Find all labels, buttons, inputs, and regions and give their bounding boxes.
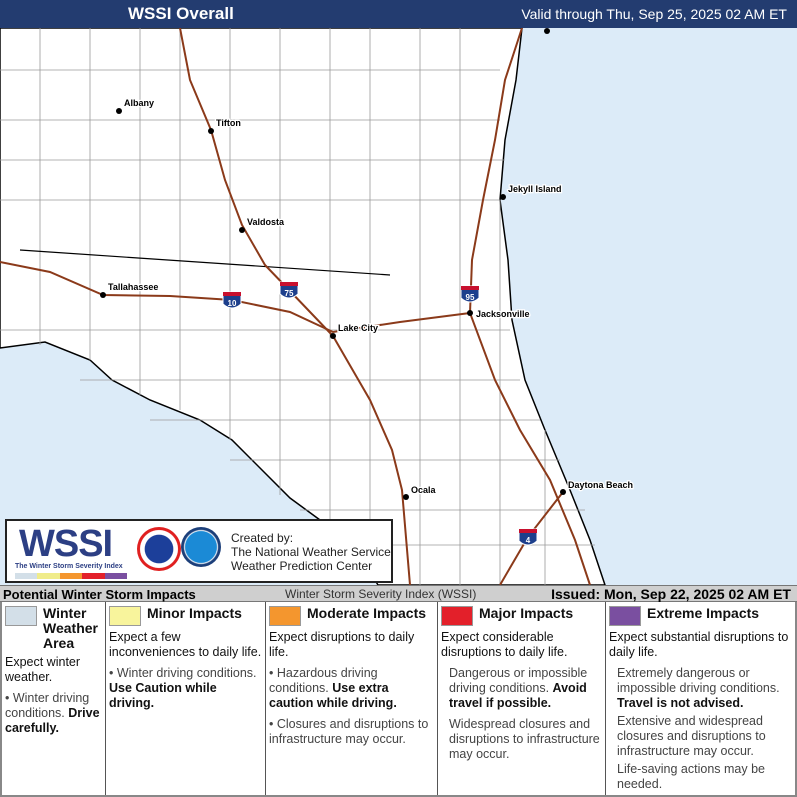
legend-moderate: Moderate Impacts Expect disruptions to d…: [266, 602, 438, 795]
city-label: Albany: [124, 98, 154, 108]
city-label: Valdosta: [247, 217, 285, 227]
logo-box: WSSI The Winter Storm Severity Index Cre…: [5, 519, 393, 583]
swatch-extreme: [609, 606, 641, 626]
noaa-logo-icon: [181, 527, 221, 567]
i75-road: [179, 27, 411, 586]
interstate-95-shield: 95: [460, 285, 480, 303]
index-name: Winter Storm Severity Index (WSSI): [285, 587, 477, 601]
city-markers: [100, 28, 566, 500]
city-label: Tallahassee: [108, 282, 158, 292]
swatch-moderate: [269, 606, 301, 626]
credits: Created by: The National Weather Service W…: [231, 531, 391, 573]
svg-text:95: 95: [466, 293, 475, 302]
interstate-75-shield: 75: [279, 281, 299, 299]
city-label: Lake City: [338, 323, 378, 333]
wssi-logo: WSSI: [19, 523, 113, 565]
legend-extreme: Extreme Impacts Expect substantial disru…: [609, 605, 789, 791]
swatch-winter: [5, 606, 37, 626]
swatch-minor: [109, 606, 141, 626]
interstate-10-shield: 10: [222, 291, 242, 309]
wssi-logo-subtitle: The Winter Storm Severity Index: [15, 563, 123, 570]
city-label: Daytona Beach: [568, 480, 633, 490]
wssi-color-bar: [15, 573, 128, 579]
svg-text:4: 4: [526, 536, 531, 545]
nws-logo-icon: [137, 527, 181, 571]
city-label: Ocala: [411, 485, 437, 495]
land: [0, 27, 607, 586]
valid-through: Valid through Thu, Sep 25, 2025 02 AM ET: [521, 6, 787, 22]
city-label: Jekyll Island: [508, 184, 562, 194]
legend-winter-weather-area: Winter Weather Area Expect winter weathe…: [2, 602, 106, 795]
city-label: Tifton: [216, 118, 241, 128]
legend-major: Major Impacts Expect considerable disrup…: [438, 602, 606, 795]
legend-minor: Minor Impacts Expect a few inconvenience…: [106, 602, 266, 795]
header: WSSI Overall Valid through Thu, Sep 25, …: [0, 0, 797, 28]
state-line: [19, 249, 391, 276]
issued-time: Issued: Mon, Sep 22, 2025 02 AM ET: [551, 586, 791, 602]
svg-text:75: 75: [285, 289, 294, 298]
legend-title: Potential Winter Storm Impacts: [3, 587, 196, 602]
info-bar: Potential Winter Storm Impacts Winter St…: [0, 585, 797, 602]
swatch-major: [441, 606, 473, 626]
interstate-4-shield: 4: [518, 528, 538, 546]
legend: Winter Weather Area Expect winter weathe…: [0, 602, 797, 797]
svg-text:10: 10: [228, 299, 237, 308]
map-title: WSSI Overall: [128, 4, 234, 23]
map-canvas: Albany Tifton Valdosta Tallahassee Lake …: [0, 27, 634, 586]
map[interactable]: Albany Tifton Valdosta Tallahassee Lake …: [0, 27, 797, 586]
city-label: Jacksonville: [476, 309, 530, 319]
